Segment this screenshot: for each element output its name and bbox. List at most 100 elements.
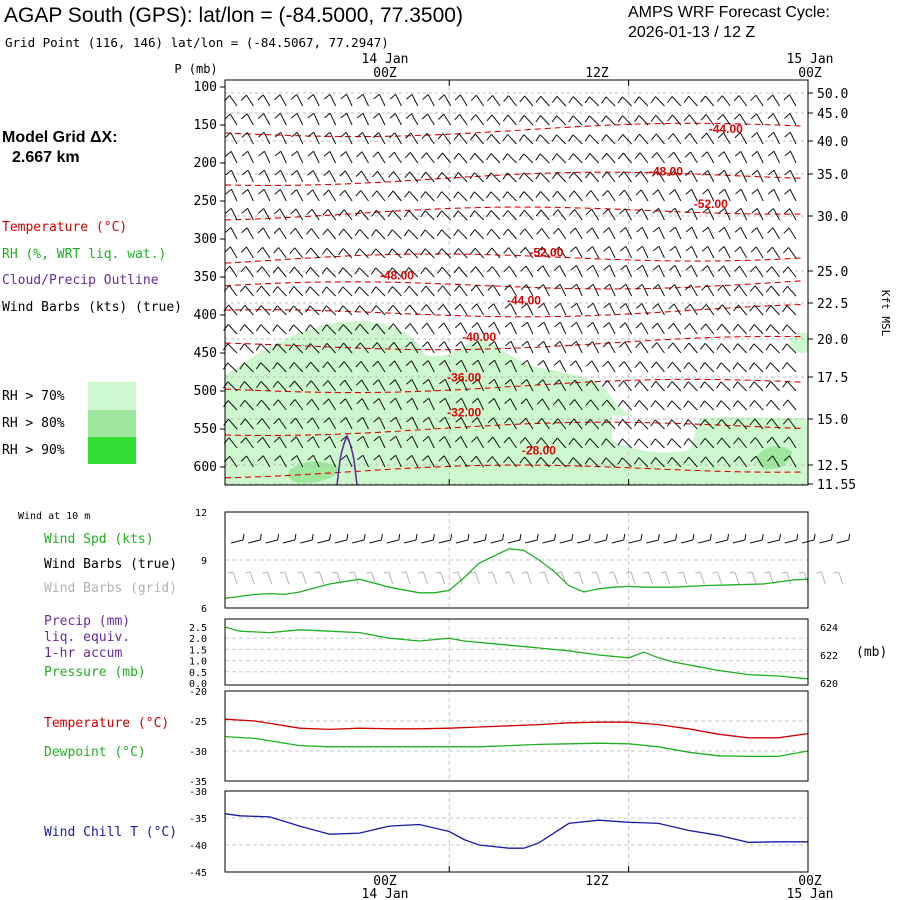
wind-barb-flag [470,455,477,463]
surface-barb-grid-flag [522,571,528,574]
wind-barb-flag [406,94,413,100]
surface-barb-true [732,539,745,544]
wind-barb-staff [687,381,698,392]
wind-barb-flag [455,341,462,347]
wind-barb-staff [426,152,435,164]
wind-barb-flag [669,207,676,214]
wind-speed-tick-label: 12 [195,508,207,519]
wind-barb-flag [305,324,311,332]
wind-barb-flag [569,209,576,216]
wind-barb-staff [556,172,567,183]
wind-barb-flag [225,227,232,233]
wind-barb-staff [474,191,484,202]
wind-barb-flag [470,247,476,255]
wind-barb-flag [307,94,314,100]
precip-tick-label: 0.5 [189,668,207,679]
wind-barb-staff [409,152,419,164]
wind-barb-flag [288,286,295,294]
wind-barb-staff [408,285,419,297]
wind-barb-staff [296,94,304,107]
wind-barb-flag [372,379,379,386]
wind-barb-staff [229,113,238,126]
wind-barb-staff [673,151,682,164]
wind-barb-staff [326,286,337,297]
wind-barb-flag [749,285,756,292]
wind-barb-flag [767,227,774,234]
wind-barb-flag [255,324,262,332]
wind-barb-staff [625,284,633,297]
wind-barb-staff [279,455,287,468]
height-tick-label: 22.5 [817,297,848,312]
wind-barb-flag [618,189,625,196]
wind-barb-staff [724,207,731,221]
wind-barb-staff [261,266,271,278]
wind-barb-flag [257,208,265,214]
wind-barb-staff [444,360,452,373]
wind-barb-staff [772,94,780,107]
wind-barb-flag [223,400,229,408]
wind-barb-staff [263,189,271,202]
surface-barb-grid-flag [262,571,268,574]
wind-barb-flag [356,435,364,442]
wind-barb-flag [323,189,330,196]
wind-barb-staff [408,210,419,221]
wind-barb-flag [636,245,643,252]
rh-legend-80-swatch [88,410,136,437]
wind-barb-staff [656,342,665,354]
wind-barb-staff [247,151,254,164]
wind-barb-staff [737,381,748,392]
wind-barb-staff [690,265,698,278]
wind-barb-staff [658,208,665,221]
rh-legend-90-label: RH > 90% [2,443,65,458]
wind-barb-flag [617,134,624,141]
wind-barb-flag [239,381,245,389]
surface-barb-grid-flag [764,571,770,574]
wind-barb-flag [387,248,393,256]
wind-barb-staff [671,438,682,449]
surface-barb-true [680,539,694,544]
wind-barb-staff [754,437,764,449]
wind-barb-staff [361,170,369,183]
surface-barb-grid-flag [660,571,666,574]
wind-barb-staff [408,267,419,278]
wind-barb-staff [688,456,698,468]
wind-barb-staff [441,229,452,240]
wind-barb-flag [554,321,561,328]
wind-barb-staff [328,398,337,411]
wind-barb-staff [787,266,797,278]
wind-barb-staff [754,418,764,430]
wind-barb-flag [634,133,640,141]
wind-barb-flag [306,208,313,216]
dewpoint-label: Dewpoint (°C) [44,745,146,760]
wind-barb-flag [322,398,330,405]
wind-barb-staff [278,418,287,430]
wind-barb-staff [326,267,337,278]
wind-barb-flag [471,417,478,423]
rh-80-region [288,461,340,484]
wind-barb-flag [323,151,331,157]
surface-barb-true-flag [571,533,574,541]
height-axis-title: Kft MSL [879,290,892,337]
wind-barb-flag [535,209,542,217]
wind-barb-flag [717,284,724,292]
wind-barb-staff [557,437,567,449]
wind-barb-flag [685,245,693,252]
wind-barb-flag [289,380,295,388]
wind-barb-staff [556,96,567,107]
wind-barb-flag [225,207,232,214]
wind-barb-flag [404,285,410,293]
wind-barb-staff [770,324,780,335]
temperature-contour-labels: -44.00-48.00-52.00-52.00-48.00-44.00-40.… [380,122,743,457]
wind-barb-flag [454,94,461,101]
wind-barb-flag [274,208,281,215]
wind-barb-flag [652,264,660,271]
wind-barb-flag [537,302,545,309]
wind-barb-flag [683,419,689,427]
forecast-cycle-label: AMPS WRF Forecast Cycle: [628,4,830,21]
wind-barb-staff [244,399,254,411]
wind-barb-staff [346,93,353,107]
wind-barb-flag [781,324,788,332]
wind-barb-flag [290,189,297,195]
wind-barb-flag [666,419,673,427]
wind-barb-staff [572,96,583,107]
